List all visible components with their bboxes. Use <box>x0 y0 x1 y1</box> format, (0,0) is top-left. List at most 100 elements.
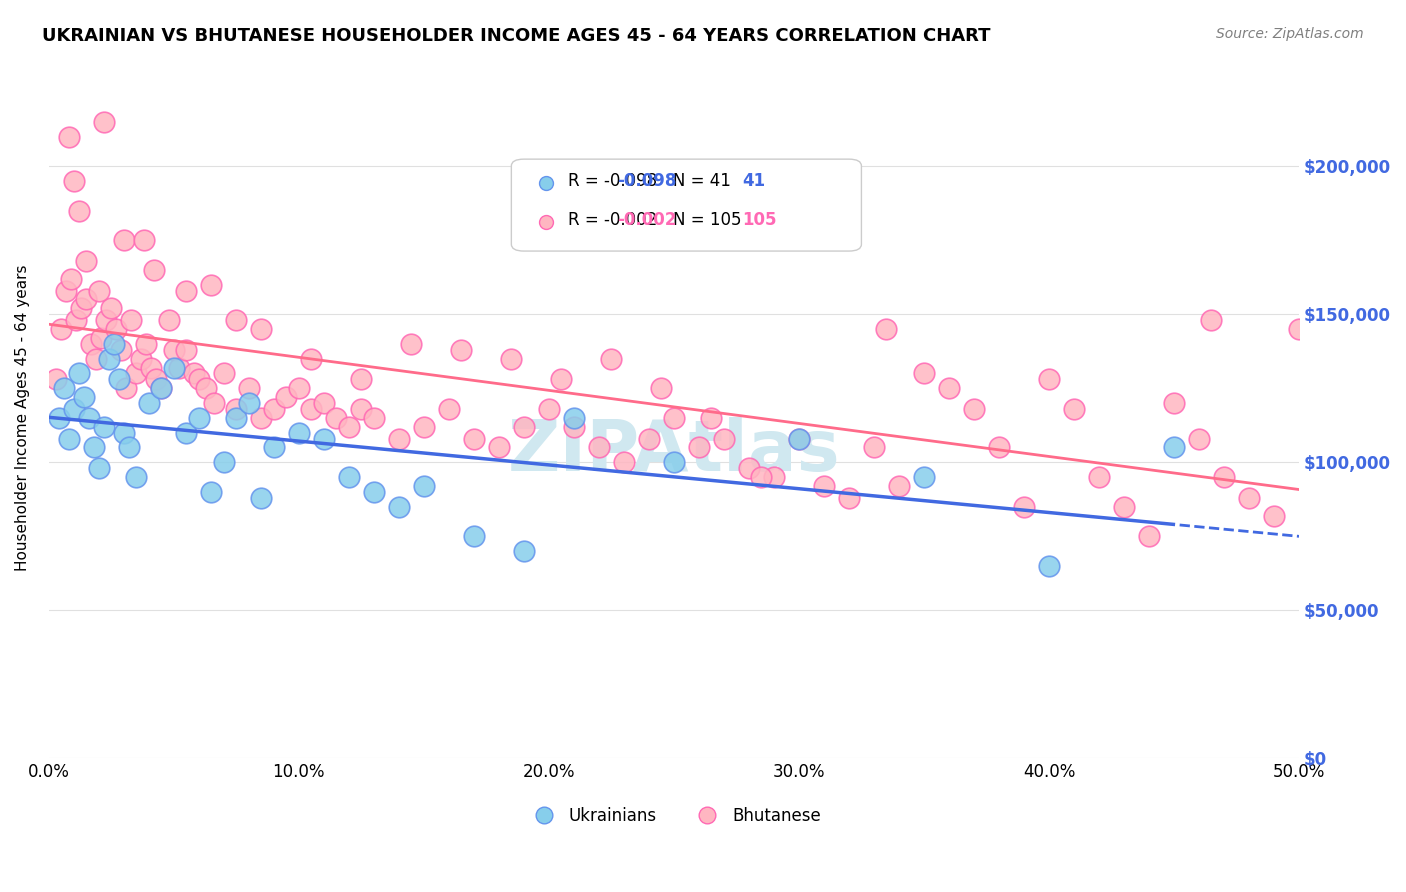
Text: R = -0.098   N = 41: R = -0.098 N = 41 <box>568 172 731 190</box>
Point <box>60 271 83 285</box>
Point <box>93 115 115 129</box>
Point <box>48 751 70 765</box>
Point <box>187 410 209 425</box>
Point <box>875 322 897 336</box>
Point <box>58 129 80 144</box>
Point <box>762 470 785 484</box>
Point <box>562 419 585 434</box>
Text: R = -0.002   N = 105: R = -0.002 N = 105 <box>568 211 741 228</box>
Point <box>662 410 685 425</box>
Point <box>52 381 75 395</box>
Point <box>163 360 186 375</box>
FancyBboxPatch shape <box>512 159 862 251</box>
Point <box>662 455 685 469</box>
Point <box>650 381 672 395</box>
Text: -0.002: -0.002 <box>617 211 678 228</box>
Point <box>51 322 73 336</box>
Point <box>174 425 197 440</box>
Point <box>337 419 360 434</box>
Point <box>363 484 385 499</box>
Point <box>75 254 97 268</box>
Point <box>350 372 373 386</box>
Point <box>107 372 129 386</box>
Point <box>713 432 735 446</box>
Point <box>70 301 93 316</box>
Text: ZIPAtlas: ZIPAtlas <box>508 417 841 486</box>
Point <box>312 396 335 410</box>
Point <box>312 432 335 446</box>
Point <box>67 367 90 381</box>
Point <box>388 432 411 446</box>
Point <box>202 396 225 410</box>
Point <box>299 402 322 417</box>
Point <box>787 432 810 446</box>
Point <box>250 410 273 425</box>
Point <box>1012 500 1035 514</box>
Point <box>288 381 311 395</box>
Point <box>263 402 285 417</box>
Point <box>138 396 160 410</box>
Point <box>613 455 636 469</box>
Point <box>437 402 460 417</box>
Point <box>325 410 347 425</box>
Point <box>1263 508 1285 523</box>
Point <box>212 367 235 381</box>
Point <box>738 461 761 475</box>
Point <box>276 390 298 404</box>
Point <box>125 470 148 484</box>
Point <box>600 351 623 366</box>
Point <box>129 351 152 366</box>
Point <box>200 277 222 292</box>
Point <box>115 381 138 395</box>
Point <box>141 360 163 375</box>
Point <box>1112 500 1135 514</box>
Point <box>80 337 103 351</box>
Point <box>135 337 157 351</box>
Point <box>813 479 835 493</box>
Point <box>1088 470 1111 484</box>
Point <box>112 233 135 247</box>
Point <box>299 351 322 366</box>
Point <box>513 419 536 434</box>
Point <box>105 322 128 336</box>
Point <box>145 372 167 386</box>
Point <box>1213 470 1236 484</box>
Point <box>195 381 218 395</box>
Point <box>142 263 165 277</box>
Point <box>174 284 197 298</box>
Point <box>212 455 235 469</box>
Point <box>1137 529 1160 543</box>
Text: 41: 41 <box>742 172 766 190</box>
Point <box>987 441 1010 455</box>
Point <box>1063 402 1085 417</box>
Point <box>84 351 107 366</box>
Point <box>87 284 110 298</box>
Point <box>412 419 434 434</box>
Point <box>550 372 572 386</box>
Point <box>1038 558 1060 573</box>
Point <box>1163 396 1185 410</box>
Point <box>150 381 173 395</box>
Point <box>96 313 118 327</box>
Point <box>225 402 247 417</box>
Point <box>363 410 385 425</box>
Point <box>183 367 205 381</box>
Point <box>62 174 84 188</box>
Point <box>263 441 285 455</box>
Point <box>337 470 360 484</box>
Point <box>838 491 860 505</box>
Point <box>48 751 70 765</box>
Point <box>501 351 523 366</box>
Point <box>887 479 910 493</box>
Y-axis label: Householder Income Ages 45 - 64 years: Householder Income Ages 45 - 64 years <box>15 265 30 571</box>
Point <box>58 432 80 446</box>
Point <box>120 313 142 327</box>
Point <box>638 432 661 446</box>
Point <box>77 410 100 425</box>
Point <box>250 322 273 336</box>
Point <box>938 381 960 395</box>
Point <box>1237 491 1260 505</box>
Point <box>125 367 148 381</box>
Point <box>912 470 935 484</box>
Point <box>62 402 84 417</box>
